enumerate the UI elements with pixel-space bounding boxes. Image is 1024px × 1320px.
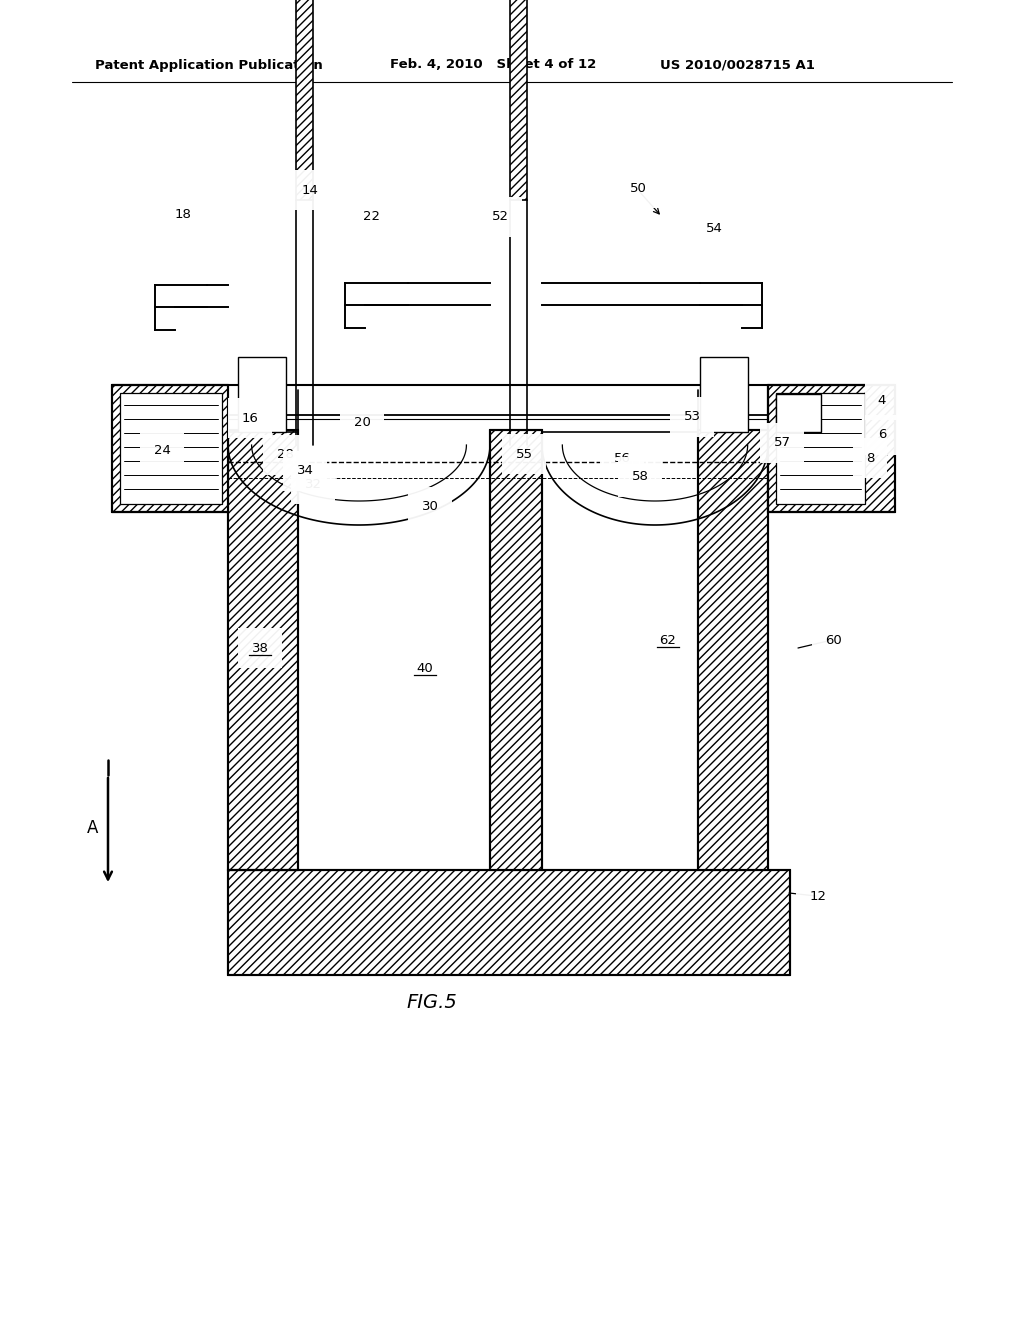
Text: 28: 28 (276, 449, 294, 462)
Text: A: A (87, 818, 98, 837)
Text: 22: 22 (364, 210, 381, 223)
Text: 32: 32 (304, 478, 322, 491)
Bar (238, 356, 286, 432)
Text: Patent Application Publication: Patent Application Publication (95, 58, 323, 71)
Text: 20: 20 (353, 416, 371, 429)
Text: 54: 54 (706, 222, 723, 235)
Bar (700, 356, 748, 432)
Text: 6: 6 (878, 429, 886, 441)
Text: 40: 40 (417, 661, 433, 675)
Bar (776, 393, 821, 432)
Bar (228, 430, 298, 870)
Text: 4: 4 (878, 393, 886, 407)
Text: 14: 14 (301, 183, 318, 197)
Text: 60: 60 (825, 634, 843, 647)
Text: FIG.5: FIG.5 (407, 993, 458, 1011)
Bar (776, 393, 865, 504)
Text: 62: 62 (659, 634, 677, 647)
Text: 30: 30 (422, 500, 438, 513)
Text: Feb. 4, 2010   Sheet 4 of 12: Feb. 4, 2010 Sheet 4 of 12 (390, 58, 596, 71)
Text: 38: 38 (252, 642, 268, 655)
Bar (112, 385, 228, 512)
Text: 12: 12 (810, 890, 826, 903)
Bar (120, 393, 222, 504)
Text: 55: 55 (515, 447, 532, 461)
Bar (768, 385, 895, 512)
Bar (510, 0, 527, 201)
Text: US 2010/0028715 A1: US 2010/0028715 A1 (660, 58, 815, 71)
Bar (228, 870, 790, 975)
Text: 18: 18 (174, 207, 191, 220)
Text: 24: 24 (154, 444, 170, 457)
Text: 52: 52 (492, 210, 509, 223)
Text: 34: 34 (297, 465, 313, 478)
Text: 8: 8 (866, 451, 874, 465)
Text: 58: 58 (632, 470, 648, 483)
Text: 50: 50 (630, 181, 646, 194)
Text: 57: 57 (773, 437, 791, 450)
Bar (698, 430, 768, 870)
Text: 53: 53 (683, 411, 700, 424)
Text: 56: 56 (613, 451, 631, 465)
Bar (296, 0, 313, 201)
Bar (490, 430, 542, 870)
Text: 16: 16 (242, 412, 258, 425)
